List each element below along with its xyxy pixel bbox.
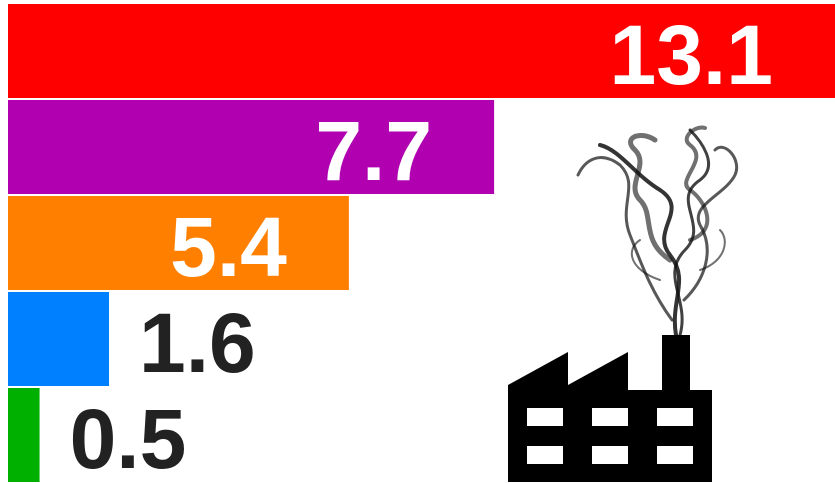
value-label: 7.7 bbox=[315, 104, 432, 198]
value-label: 5.4 bbox=[170, 200, 287, 294]
bar bbox=[8, 196, 349, 290]
value-label: 0.5 bbox=[70, 392, 187, 483]
bar bbox=[8, 100, 495, 194]
value-label: 1.6 bbox=[139, 296, 256, 390]
smoke bbox=[576, 125, 739, 337]
value-label: 13.1 bbox=[610, 8, 774, 102]
bar bbox=[8, 4, 835, 98]
bar bbox=[8, 388, 40, 482]
factory-icon bbox=[508, 335, 712, 482]
bar bbox=[8, 292, 110, 386]
